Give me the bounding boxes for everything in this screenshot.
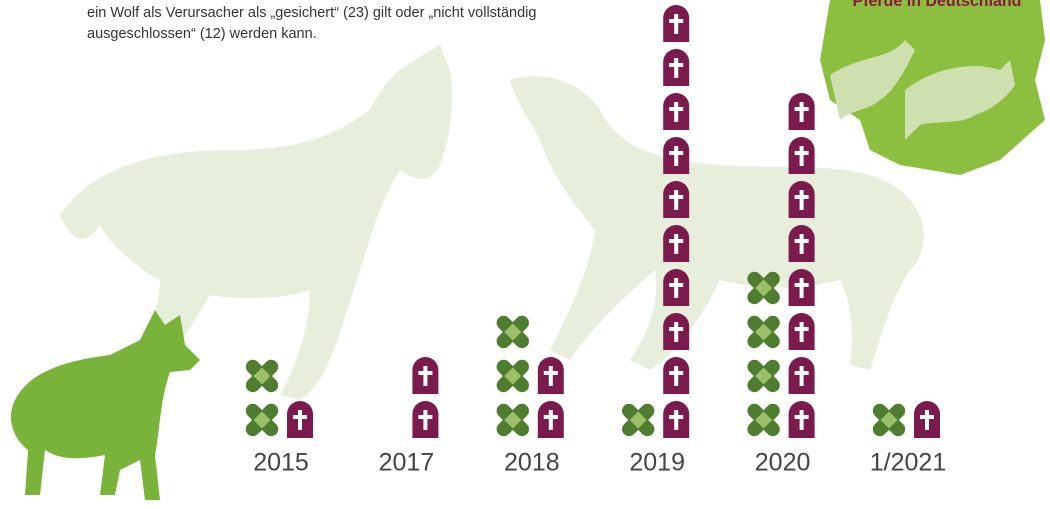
tombstone-icon bbox=[914, 401, 940, 438]
x-tick-label: 1/2021 bbox=[870, 449, 946, 477]
bandage-icon bbox=[242, 400, 282, 440]
bandage-icon bbox=[744, 356, 783, 396]
germany-map: Pferde in Deutschland bbox=[820, 0, 1045, 175]
bandage-icon bbox=[869, 400, 909, 440]
tombstone-icon bbox=[287, 401, 313, 438]
pictogram: 2015 2017 2018 2019 2020 1/2021 bbox=[242, 5, 946, 477]
tombstone-icon bbox=[412, 357, 439, 394]
tombstone-icon bbox=[663, 313, 690, 350]
tombstone-stack bbox=[537, 357, 564, 438]
tombstone-icon bbox=[663, 225, 690, 262]
bandage-stack bbox=[493, 312, 532, 440]
tombstone-icon bbox=[663, 357, 690, 394]
tombstone-stack bbox=[412, 357, 439, 438]
intro-text: ein Wolf als Verursacher als „gesichert“… bbox=[87, 5, 537, 42]
tombstone-icon bbox=[788, 181, 815, 218]
tombstone-icon bbox=[663, 181, 690, 218]
bandage-icon bbox=[242, 356, 282, 396]
tombstone-icon bbox=[788, 357, 815, 394]
bandage-icon bbox=[493, 356, 532, 396]
x-tick-label: 2015 bbox=[253, 449, 309, 477]
bandage-stack bbox=[869, 400, 909, 440]
tombstone-icon bbox=[537, 401, 564, 438]
bandage-stack bbox=[242, 356, 282, 440]
horse-silhouettes bbox=[60, 45, 924, 400]
bandage-stack bbox=[744, 268, 783, 440]
wolf-silhouette bbox=[10, 310, 201, 500]
tombstone-icon bbox=[788, 225, 815, 262]
tombstone-icon bbox=[663, 269, 690, 306]
x-tick-label: 2018 bbox=[504, 449, 560, 477]
tombstone-icon bbox=[788, 137, 815, 174]
bandage-icon bbox=[744, 400, 783, 440]
tombstone-icon bbox=[663, 93, 690, 130]
tombstone-icon bbox=[788, 313, 815, 350]
tombstone-icon bbox=[788, 269, 815, 306]
bandage-stack bbox=[619, 400, 658, 440]
tombstone-icon bbox=[663, 49, 690, 86]
tombstone-icon bbox=[663, 5, 690, 42]
map-label: Pferde in Deutschland bbox=[853, 0, 1022, 10]
bandage-icon bbox=[493, 400, 532, 440]
tombstone-icon bbox=[663, 401, 690, 438]
tombstone-stack bbox=[287, 401, 313, 438]
tombstone-icon bbox=[537, 357, 564, 394]
x-tick-label: 2019 bbox=[629, 449, 685, 477]
tombstone-stack bbox=[914, 401, 940, 438]
tombstone-icon bbox=[412, 401, 439, 438]
tombstone-icon bbox=[663, 137, 690, 174]
bandage-icon bbox=[493, 312, 532, 352]
bandage-icon bbox=[744, 312, 783, 352]
x-tick-label: 2020 bbox=[755, 449, 811, 477]
bandage-icon bbox=[619, 400, 658, 440]
tombstone-icon bbox=[788, 93, 815, 130]
x-tick-label: 2017 bbox=[379, 449, 435, 477]
tombstone-icon bbox=[788, 401, 815, 438]
